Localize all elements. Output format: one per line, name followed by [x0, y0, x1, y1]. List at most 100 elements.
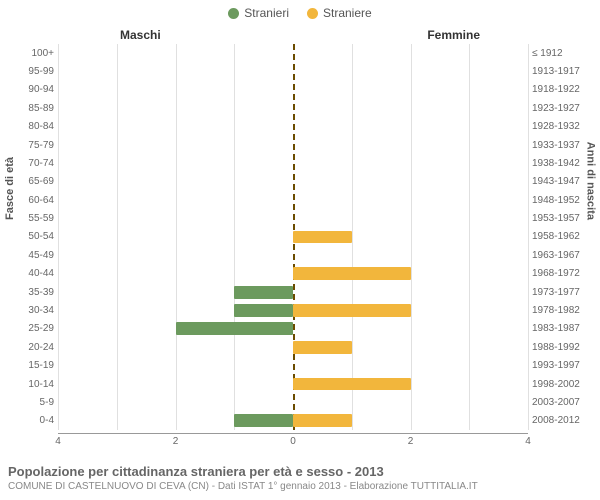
birth-year-label: 1968-1972 — [532, 268, 596, 279]
x-tick-label: 2 — [408, 436, 414, 447]
x-tick-label: 0 — [290, 436, 296, 447]
caption-subtitle: COMUNE DI CASTELNUOVO DI CEVA (CN) - Dat… — [8, 481, 592, 492]
bar-male — [176, 322, 294, 335]
legend: Stranieri Straniere — [0, 0, 600, 20]
bar-area — [58, 191, 528, 209]
bar-area — [58, 99, 528, 117]
bar-female — [293, 304, 411, 317]
bar-female — [293, 414, 352, 427]
age-row: 75-791933-1937 — [58, 136, 528, 154]
age-row: 35-391973-1977 — [58, 283, 528, 301]
age-row: 95-991913-1917 — [58, 62, 528, 80]
age-row: 20-241988-1992 — [58, 338, 528, 356]
age-label: 90-94 — [12, 84, 54, 95]
age-label: 45-49 — [12, 250, 54, 261]
age-row: 0-42008-2012 — [58, 412, 528, 430]
legend-item-male: Stranieri — [228, 6, 289, 20]
bar-area — [58, 154, 528, 172]
bar-area — [58, 375, 528, 393]
age-label: 15-19 — [12, 360, 54, 371]
bar-area — [58, 265, 528, 283]
bar-area — [58, 118, 528, 136]
bar-female — [293, 341, 352, 354]
population-pyramid-chart: 42024 100+≤ 191295-991913-191790-941918-… — [58, 44, 528, 430]
birth-year-label: 1918-1922 — [532, 84, 596, 95]
bar-area — [58, 228, 528, 246]
bar-area — [58, 283, 528, 301]
birth-year-label: 2003-2007 — [532, 397, 596, 408]
age-label: 20-24 — [12, 342, 54, 353]
age-row: 45-491963-1967 — [58, 246, 528, 264]
bar-area — [58, 173, 528, 191]
legend-label-male: Stranieri — [244, 6, 289, 20]
bar-area — [58, 209, 528, 227]
age-row: 100+≤ 1912 — [58, 44, 528, 62]
age-row: 80-841928-1932 — [58, 118, 528, 136]
age-row: 40-441968-1972 — [58, 265, 528, 283]
age-label: 0-4 — [12, 415, 54, 426]
age-row: 70-741938-1942 — [58, 154, 528, 172]
birth-year-label: 1963-1967 — [532, 250, 596, 261]
age-row: 85-891923-1927 — [58, 99, 528, 117]
birth-year-label: 1978-1982 — [532, 305, 596, 316]
bar-area — [58, 44, 528, 62]
age-row: 50-541958-1962 — [58, 228, 528, 246]
age-label: 85-89 — [12, 103, 54, 114]
age-row: 30-341978-1982 — [58, 301, 528, 319]
bar-male — [234, 304, 293, 317]
birth-year-label: 1933-1937 — [532, 140, 596, 151]
bar-female — [293, 378, 411, 391]
age-row: 90-941918-1922 — [58, 81, 528, 99]
bar-area — [58, 412, 528, 430]
legend-dot-female — [307, 8, 318, 19]
age-label: 100+ — [12, 48, 54, 59]
age-row: 60-641948-1952 — [58, 191, 528, 209]
birth-year-label: 1953-1957 — [532, 213, 596, 224]
bar-male — [234, 414, 293, 427]
bar-area — [58, 136, 528, 154]
bar-area — [58, 393, 528, 411]
age-label: 25-29 — [12, 323, 54, 334]
age-label: 75-79 — [12, 140, 54, 151]
birth-year-label: 1998-2002 — [532, 379, 596, 390]
bar-area — [58, 356, 528, 374]
age-label: 60-64 — [12, 195, 54, 206]
header-male: Maschi — [120, 28, 161, 42]
legend-label-female: Straniere — [323, 6, 372, 20]
age-label: 65-69 — [12, 176, 54, 187]
birth-year-label: 1913-1917 — [532, 66, 596, 77]
x-axis-ticks: 4 2 0 2 4 — [58, 436, 528, 450]
bar-area — [58, 301, 528, 319]
age-row: 15-191993-1997 — [58, 356, 528, 374]
x-tick-label: 4 — [55, 436, 61, 447]
birth-year-label: 1923-1927 — [532, 103, 596, 114]
age-row: 25-291983-1987 — [58, 320, 528, 338]
legend-item-female: Straniere — [307, 6, 372, 20]
birth-year-label: 1973-1977 — [532, 287, 596, 298]
grid-line — [528, 44, 529, 430]
age-label: 40-44 — [12, 268, 54, 279]
age-label: 50-54 — [12, 231, 54, 242]
age-row: 65-691943-1947 — [58, 173, 528, 191]
plot-area: 42024 100+≤ 191295-991913-191790-941918-… — [58, 44, 528, 430]
birth-year-label: 2008-2012 — [532, 415, 596, 426]
age-row: 10-141998-2002 — [58, 375, 528, 393]
bar-male — [234, 286, 293, 299]
chart-caption: Popolazione per cittadinanza straniera p… — [8, 464, 592, 492]
age-label: 30-34 — [12, 305, 54, 316]
age-label: 80-84 — [12, 121, 54, 132]
birth-year-label: 1958-1962 — [532, 231, 596, 242]
bar-area — [58, 338, 528, 356]
birth-year-label: 1938-1942 — [532, 158, 596, 169]
age-label: 35-39 — [12, 287, 54, 298]
bar-area — [58, 62, 528, 80]
x-tick-label: 4 — [525, 436, 531, 447]
birth-year-label: 1948-1952 — [532, 195, 596, 206]
age-label: 5-9 — [12, 397, 54, 408]
x-tick-label: 2 — [173, 436, 179, 447]
bar-area — [58, 246, 528, 264]
bar-female — [293, 231, 352, 244]
age-row: 5-92003-2007 — [58, 393, 528, 411]
birth-year-label: 1988-1992 — [532, 342, 596, 353]
caption-title: Popolazione per cittadinanza straniera p… — [8, 464, 592, 479]
